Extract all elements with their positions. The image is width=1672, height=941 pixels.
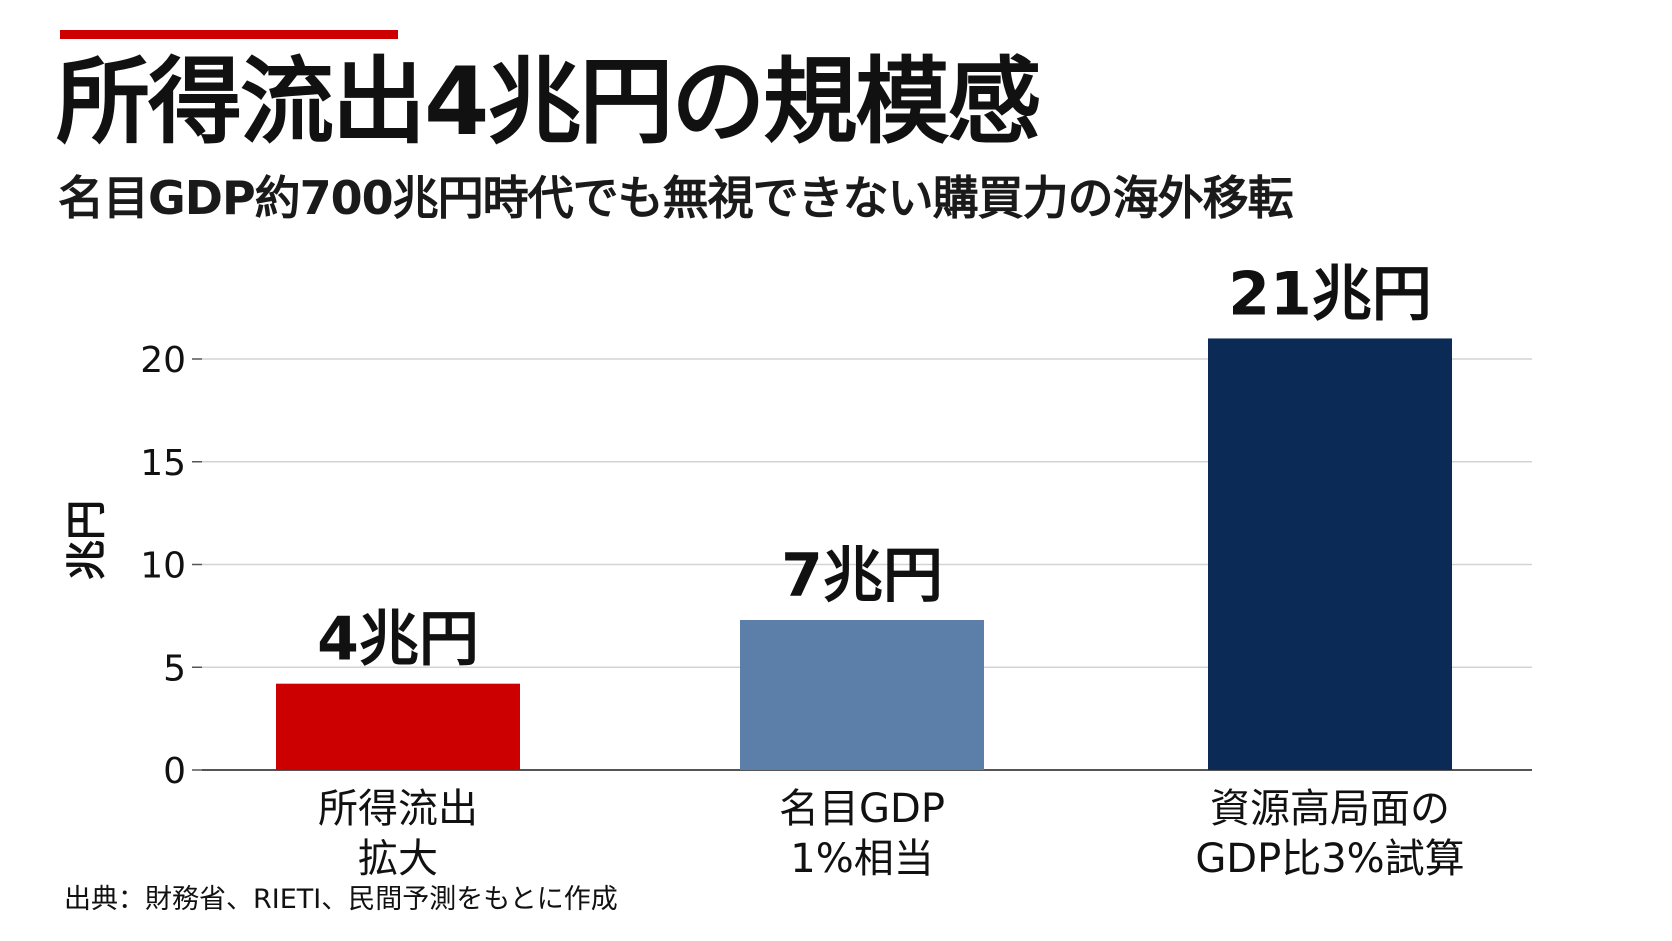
title-accent-bar xyxy=(60,30,398,39)
x-tick-label: GDP比3%試算 xyxy=(1195,836,1464,882)
source-note: 出典：財務省、RIETI、民間予測をもとに作成 xyxy=(64,884,618,915)
x-tick-label: 名目GDP xyxy=(779,786,945,832)
data-label: 21兆円 xyxy=(1228,259,1432,329)
y-axis-label: 兆円 xyxy=(64,500,110,580)
y-tick-label: 15 xyxy=(140,443,186,484)
y-tick-label: 10 xyxy=(140,546,186,587)
bar xyxy=(740,619,984,770)
x-tick-label: 資源高局面の xyxy=(1210,786,1450,832)
bar xyxy=(1208,338,1452,770)
page-title: 所得流出4兆円の規模感 xyxy=(56,48,1041,157)
x-tick-label: 拡大 xyxy=(358,836,438,882)
y-tick-label: 20 xyxy=(140,340,186,381)
data-label: 7兆円 xyxy=(781,541,943,611)
bar xyxy=(276,683,520,770)
x-tick-label: 所得流出 xyxy=(318,786,478,832)
data-label: 4兆円 xyxy=(317,605,479,675)
y-tick-label: 5 xyxy=(163,648,186,689)
x-tick-label: 1%相当 xyxy=(790,836,933,882)
y-tick-label: 0 xyxy=(163,751,186,792)
page-subtitle: 名目GDP約700兆円時代でも無視できない購買力の海外移転 xyxy=(58,171,1294,225)
